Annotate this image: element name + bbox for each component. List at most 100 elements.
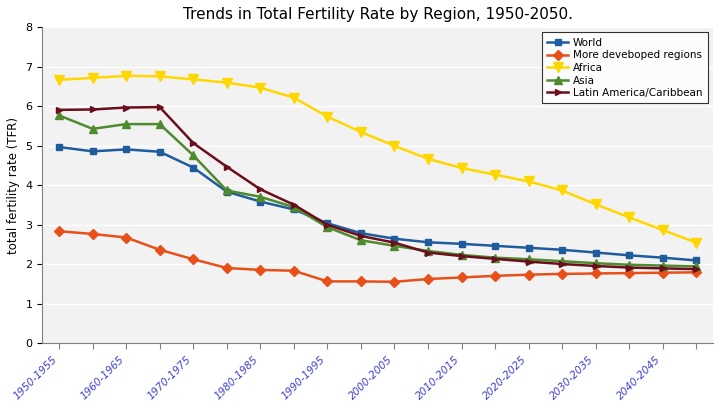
Asia [289,205,298,210]
Y-axis label: total fertility rate (TFR): total fertility rate (TFR) [7,117,20,254]
Asia [423,248,432,253]
More deveboped regions [491,273,500,278]
Africa [423,156,432,161]
Africa [323,114,332,119]
Latin America/Caribbean [390,240,399,245]
World [256,199,265,204]
World [55,144,63,149]
Africa [289,95,298,100]
Asia [89,126,97,131]
Asia [222,188,231,193]
Line: Latin America/Caribbean: Latin America/Caribbean [55,104,700,273]
World [356,231,365,236]
Line: Asia: Asia [55,111,701,271]
Line: Africa: Africa [54,71,701,248]
More deveboped regions [222,266,231,271]
World [89,149,97,154]
Africa [189,77,197,82]
Asia [625,262,634,267]
Africa [658,228,667,233]
Latin America/Caribbean [89,107,97,112]
Asia [457,253,466,257]
Latin America/Caribbean [524,259,533,264]
Africa [457,166,466,171]
Latin America/Caribbean [558,262,567,266]
More deveboped regions [692,270,701,275]
More deveboped regions [122,235,130,240]
World [625,253,634,258]
Asia [390,244,399,248]
More deveboped regions [625,271,634,275]
More deveboped regions [591,271,600,276]
World [323,221,332,226]
Africa [491,172,500,177]
More deveboped regions [356,279,365,284]
Africa [524,179,533,184]
More deveboped regions [55,229,63,234]
Latin America/Caribbean [222,164,231,169]
Africa [558,188,567,193]
World [524,245,533,250]
More deveboped regions [390,279,399,284]
Latin America/Caribbean [156,105,164,110]
More deveboped regions [457,275,466,280]
Africa [156,74,164,79]
World [457,242,466,246]
Line: More deveboped regions: More deveboped regions [55,228,700,285]
World [591,250,600,255]
Asia [356,238,365,243]
More deveboped regions [423,277,432,282]
Latin America/Caribbean [423,250,432,255]
More deveboped regions [89,231,97,236]
More deveboped regions [189,257,197,262]
Latin America/Caribbean [625,265,634,270]
Asia [524,257,533,262]
Latin America/Caribbean [692,267,701,272]
More deveboped regions [524,272,533,277]
Asia [558,259,567,264]
Africa [122,73,130,78]
World [658,255,667,260]
World [189,165,197,170]
Legend: World, More deveboped regions, Africa, Asia, Latin America/Caribbean: World, More deveboped regions, Africa, A… [542,33,708,103]
World [692,258,701,263]
Africa [356,130,365,135]
Asia [156,122,164,126]
Asia [256,194,265,199]
World [423,240,432,245]
Africa [222,80,231,85]
World [122,147,130,152]
More deveboped regions [658,270,667,275]
Latin America/Caribbean [491,256,500,261]
Asia [491,255,500,260]
More deveboped regions [156,247,164,252]
Africa [89,75,97,80]
Asia [55,113,63,118]
Latin America/Caribbean [356,233,365,238]
World [491,244,500,248]
World [289,207,298,212]
Africa [625,215,634,220]
Latin America/Caribbean [189,141,197,146]
World [222,189,231,194]
Asia [189,153,197,158]
Africa [692,240,701,245]
Latin America/Caribbean [323,222,332,227]
Africa [55,78,63,82]
More deveboped regions [558,271,567,276]
Latin America/Caribbean [457,254,466,259]
Africa [591,202,600,207]
Asia [323,225,332,230]
World [156,149,164,154]
World [390,236,399,241]
Latin America/Caribbean [289,202,298,207]
More deveboped regions [323,279,332,284]
Africa [256,85,265,90]
Latin America/Caribbean [256,187,265,192]
Latin America/Caribbean [591,264,600,268]
Asia [591,261,600,266]
World [558,247,567,252]
More deveboped regions [289,268,298,273]
Asia [658,263,667,268]
Latin America/Caribbean [658,266,667,271]
